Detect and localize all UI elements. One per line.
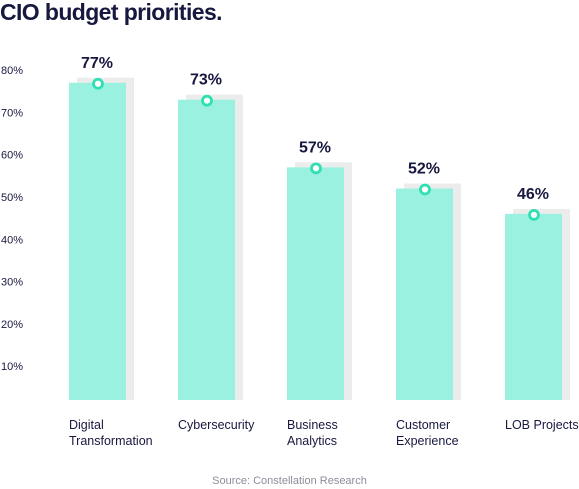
y-tick-label: 40%	[1, 234, 23, 246]
bar-marker	[92, 77, 104, 90]
chart-title: CIO budget priorities.	[0, 0, 223, 25]
bar	[396, 188, 453, 400]
bar-marker	[528, 208, 540, 221]
y-tick-label: 30%	[1, 277, 23, 289]
source-note: Source: Constellation Research	[212, 475, 367, 487]
y-tick-label: 70%	[1, 107, 23, 119]
bar-marker	[201, 94, 213, 107]
y-tick-label: 60%	[1, 150, 23, 162]
x-tick-label: Cybersecurity	[178, 418, 255, 432]
bar-marker	[419, 183, 431, 196]
data-label: 73%	[190, 72, 222, 89]
bar	[178, 99, 235, 401]
y-tick-label: 80%	[1, 65, 23, 77]
bar	[287, 167, 344, 400]
bar	[69, 82, 126, 400]
y-axis: 10% 20% 30% 40% 50% 60% 70% 80%	[1, 65, 23, 373]
data-label: 46%	[517, 186, 549, 203]
x-tick-label: LOB Projects	[505, 418, 579, 432]
x-tick-label: Customer Experience	[396, 418, 459, 448]
x-tick-label: Digital Transformation	[69, 418, 153, 448]
data-label: 57%	[299, 139, 331, 156]
data-label: 77%	[81, 55, 113, 72]
bars-group: 77% 73% 57% 52% 46%	[69, 55, 570, 401]
x-tick-label: Business Analytics	[287, 418, 338, 448]
y-tick-label: 10%	[1, 361, 23, 373]
y-tick-label: 20%	[1, 319, 23, 331]
bar	[505, 213, 562, 400]
data-label: 52%	[408, 161, 440, 178]
y-tick-label: 50%	[1, 192, 23, 204]
bar-marker	[310, 162, 322, 175]
x-axis: Digital Transformation Cybersecurity Busine…	[69, 418, 579, 448]
